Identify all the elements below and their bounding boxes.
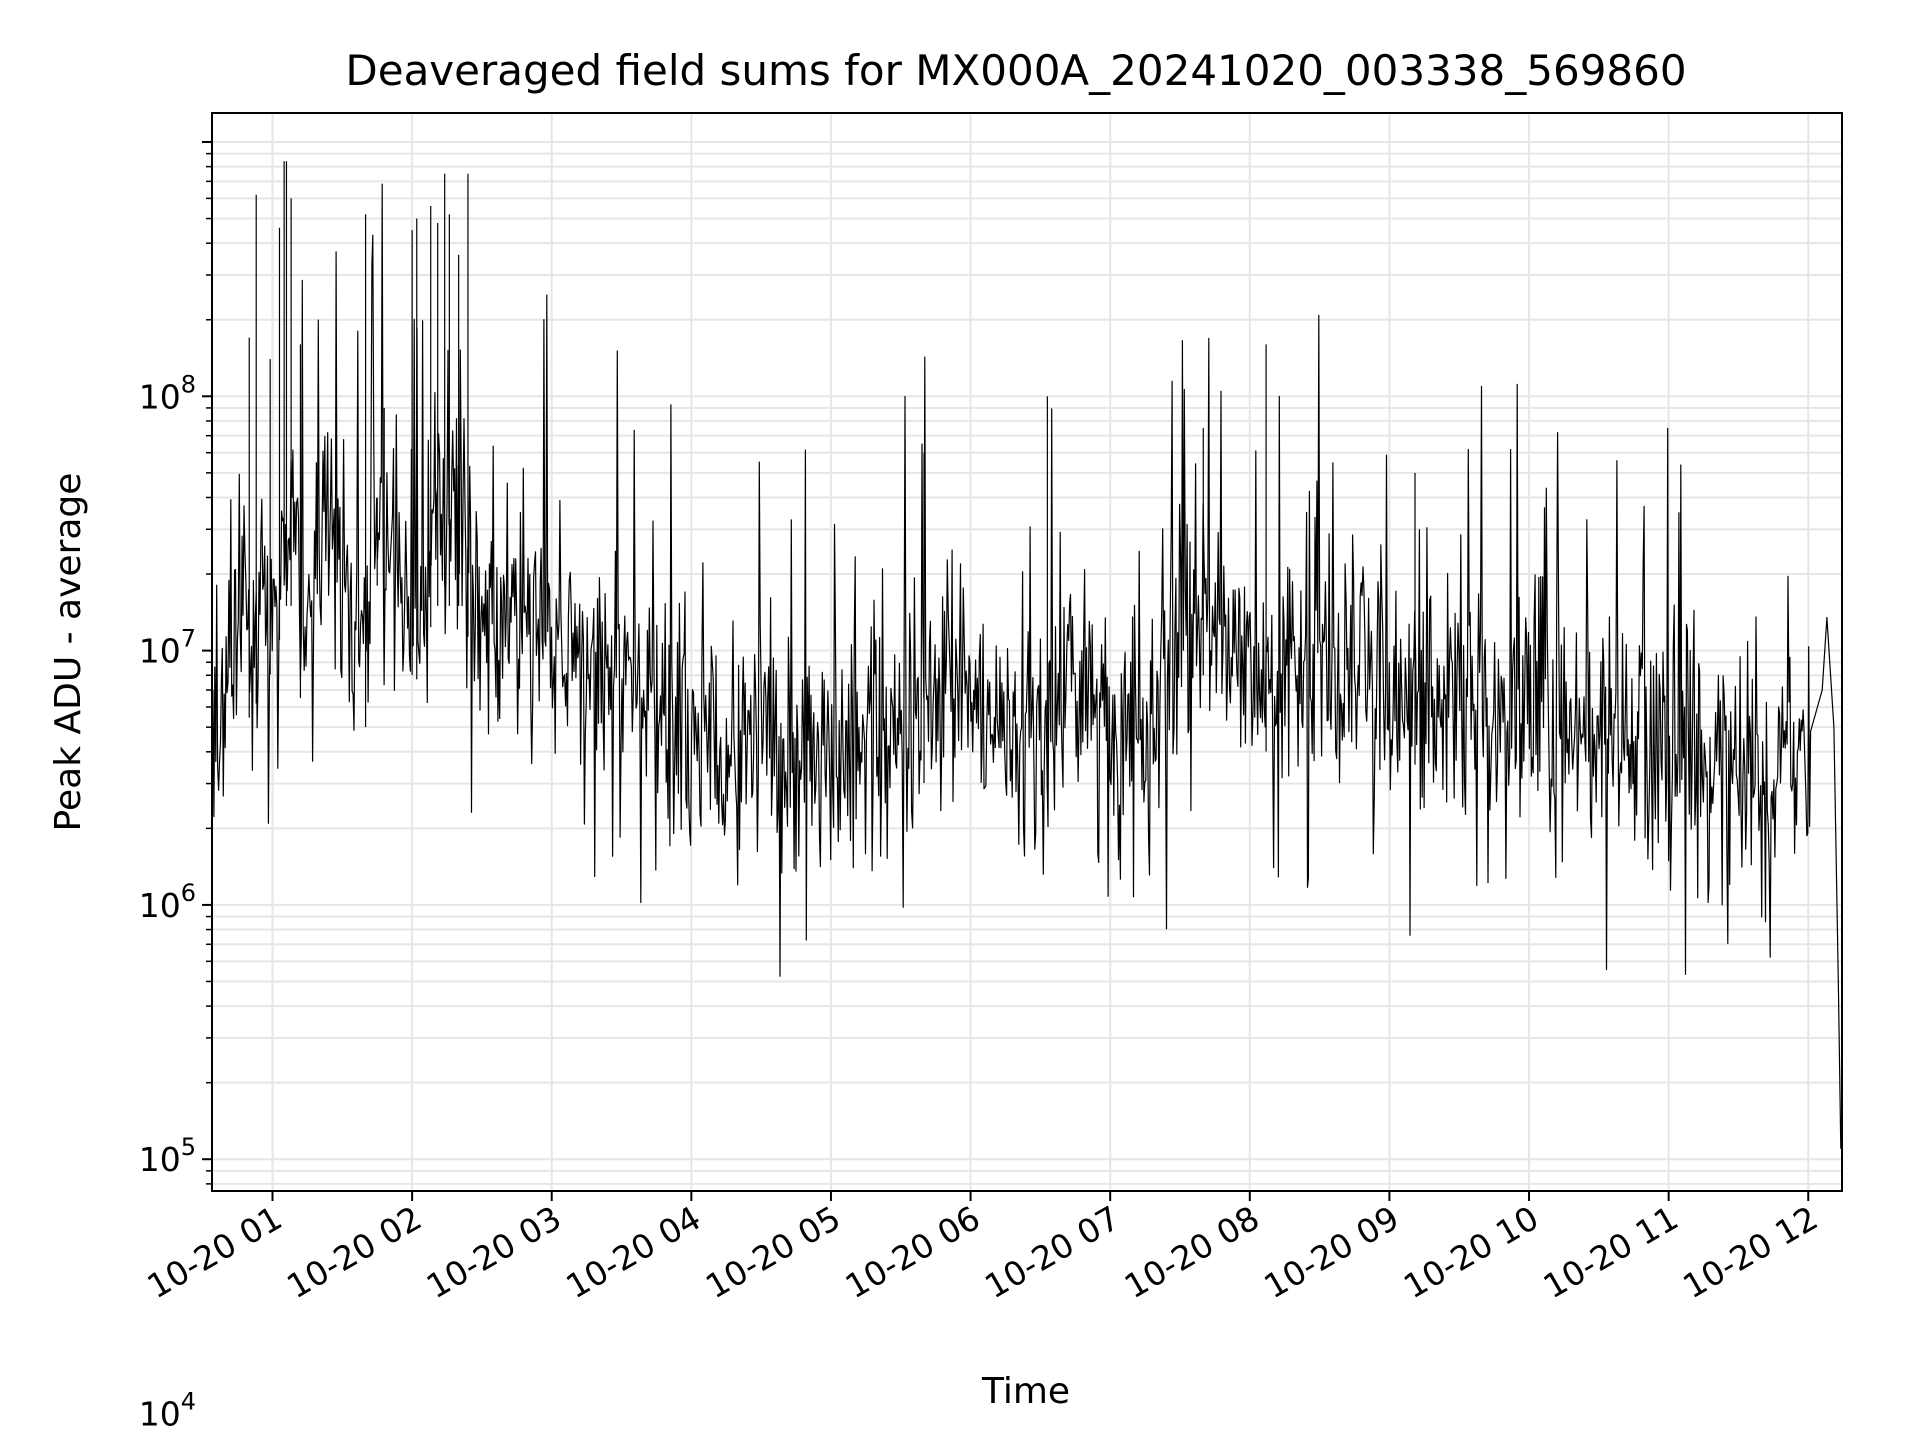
- y-tick-label: 107: [139, 625, 196, 671]
- series-line: [211, 183, 1842, 1149]
- y-tick-label: 105: [139, 1133, 196, 1179]
- plot-area: [211, 161, 1842, 1149]
- y-axis-label: Peak ADU - average: [48, 473, 89, 832]
- grid-lines: [212, 113, 1842, 1191]
- x-axis-label: Time: [981, 1371, 1070, 1412]
- y-tick-label: 108: [139, 370, 196, 416]
- chart-title: Deaveraged field sums for MX000A_2024102…: [345, 46, 1686, 95]
- y-tick-label: 104: [139, 1388, 196, 1434]
- y-tick-label: 106: [139, 879, 196, 925]
- plot-frame: [211, 112, 1843, 1192]
